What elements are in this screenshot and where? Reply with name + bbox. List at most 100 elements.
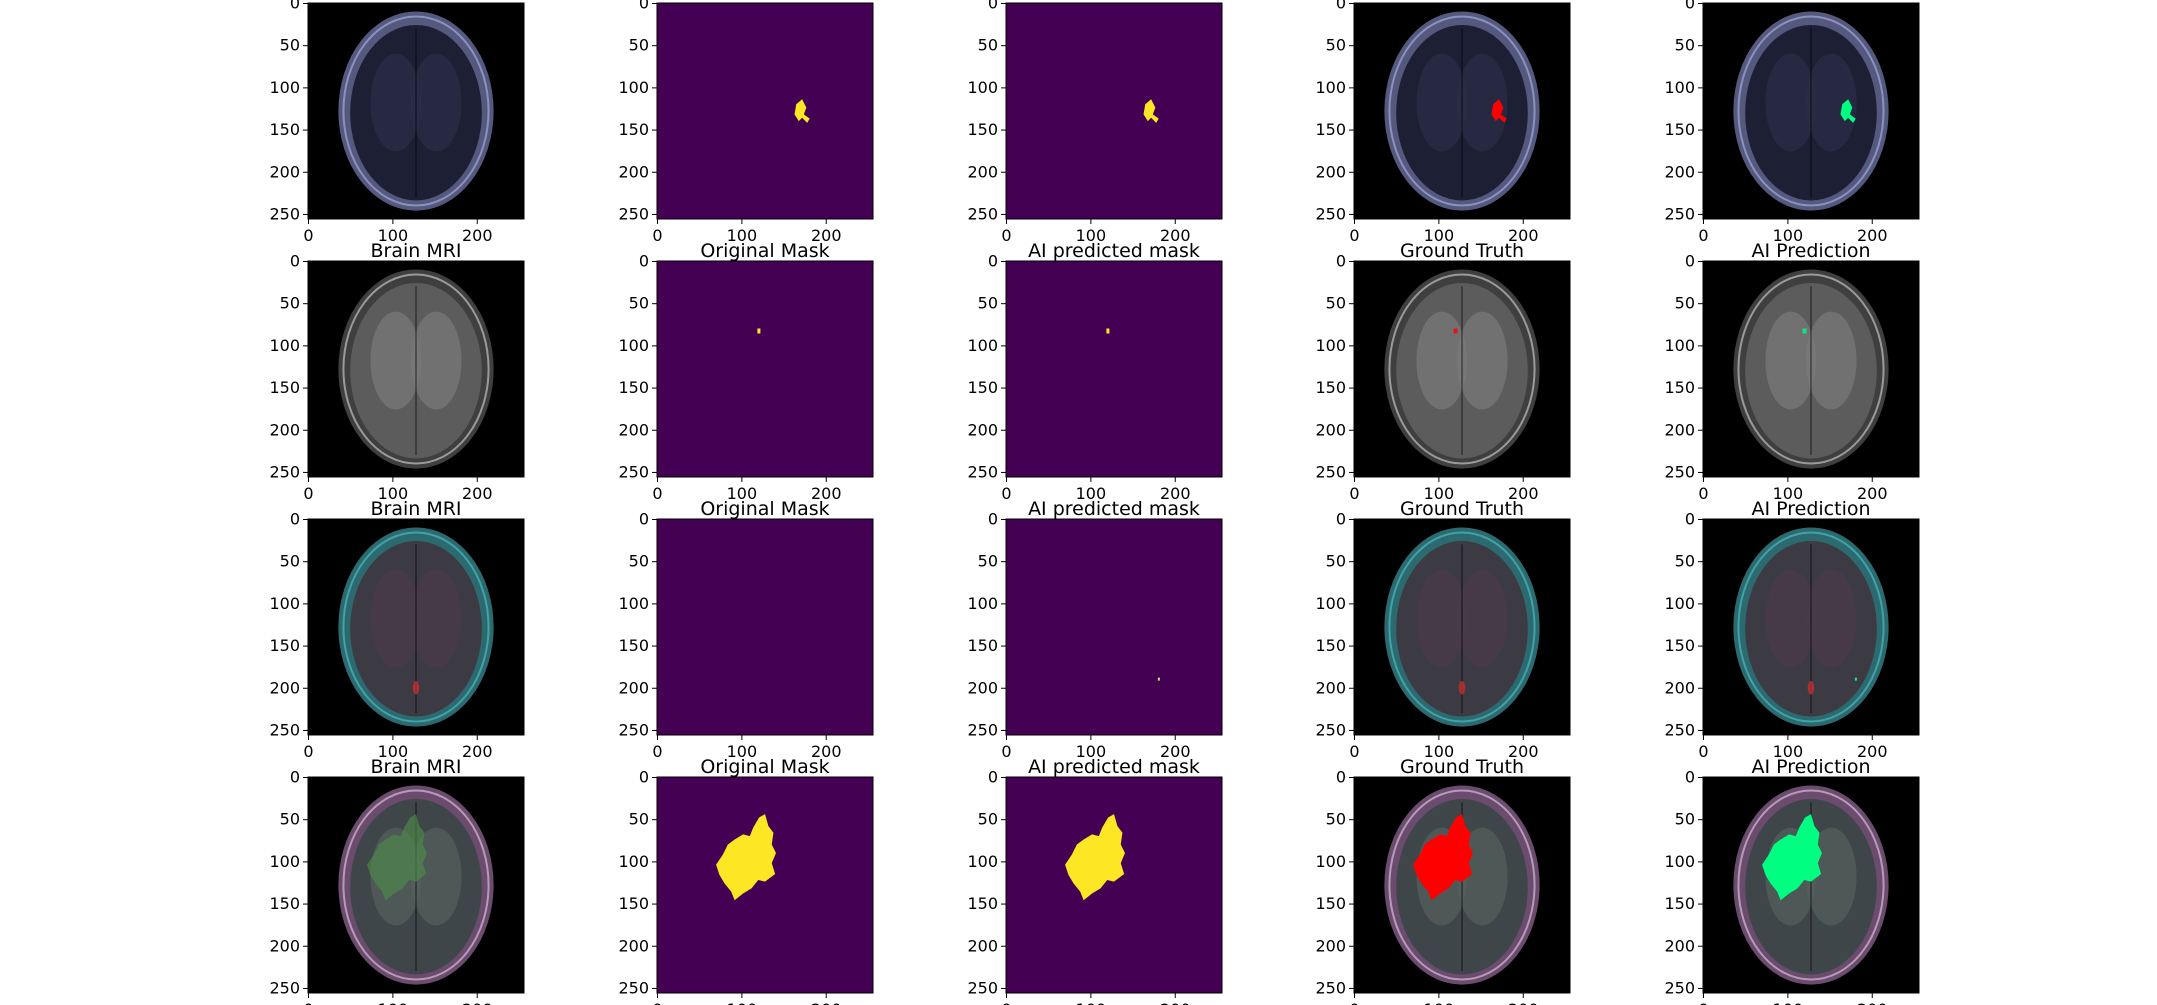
x-tick-label: 0 bbox=[652, 226, 662, 245]
y-tick-label: 100 bbox=[269, 594, 300, 613]
y-tick-label: 250 bbox=[618, 462, 649, 481]
y-tick-label: 250 bbox=[1664, 462, 1695, 481]
x-tick-label: 0 bbox=[1001, 742, 1011, 761]
y-tick-label: 50 bbox=[280, 810, 300, 829]
y-tick-label: 0 bbox=[1685, 510, 1695, 529]
y-tick-label: 150 bbox=[967, 894, 998, 913]
x-tick-label: 200 bbox=[1508, 1000, 1539, 1005]
x-tick-label: 100 bbox=[1076, 742, 1107, 761]
y-tick-label: 50 bbox=[629, 294, 649, 313]
y-tick-label: 0 bbox=[639, 768, 649, 787]
y-tick-label: 200 bbox=[1664, 936, 1695, 955]
y-tick-label: 50 bbox=[978, 36, 998, 55]
y-tick-label: 250 bbox=[1315, 204, 1346, 223]
x-tick-label: 0 bbox=[1001, 484, 1011, 503]
x-tick-label: 200 bbox=[1160, 742, 1191, 761]
y-tick-label: 100 bbox=[967, 336, 998, 355]
y-tick-label: 200 bbox=[618, 420, 649, 439]
y-tick-label: 250 bbox=[1315, 720, 1346, 739]
x-tick-label: 100 bbox=[378, 742, 409, 761]
x-tick-label: 100 bbox=[727, 742, 758, 761]
x-tick-label: 200 bbox=[1508, 226, 1539, 245]
x-tick-label: 0 bbox=[303, 484, 313, 503]
y-tick-label: 0 bbox=[1685, 252, 1695, 271]
y-tick-label: 150 bbox=[618, 636, 649, 655]
y-tick-label: 250 bbox=[618, 978, 649, 997]
y-tick-label: 250 bbox=[269, 462, 300, 481]
x-tick-label: 100 bbox=[378, 484, 409, 503]
x-tick-label: 200 bbox=[1508, 742, 1539, 761]
y-tick-label: 100 bbox=[967, 78, 998, 97]
y-tick-label: 250 bbox=[967, 204, 998, 223]
x-tick-label: 100 bbox=[378, 1000, 409, 1005]
x-tick-label: 0 bbox=[303, 1000, 313, 1005]
y-tick-label: 100 bbox=[967, 852, 998, 871]
y-tick-label: 250 bbox=[618, 720, 649, 739]
y-tick-label: 250 bbox=[1664, 720, 1695, 739]
x-tick-label: 0 bbox=[652, 742, 662, 761]
y-tick-label: 200 bbox=[269, 420, 300, 439]
y-tick-label: 0 bbox=[988, 510, 998, 529]
y-tick-label: 150 bbox=[1664, 894, 1695, 913]
y-tick-label: 0 bbox=[290, 0, 300, 13]
y-tick-label: 200 bbox=[1664, 678, 1695, 697]
panel-title: AI Prediction bbox=[1751, 498, 1870, 520]
y-tick-label: 50 bbox=[629, 552, 649, 571]
y-tick-label: 100 bbox=[618, 336, 649, 355]
y-tick-label: 200 bbox=[618, 162, 649, 181]
x-tick-label: 200 bbox=[1160, 1000, 1191, 1005]
y-tick-label: 0 bbox=[1685, 0, 1695, 13]
x-tick-label: 200 bbox=[1508, 484, 1539, 503]
y-tick-label: 150 bbox=[618, 120, 649, 139]
x-tick-label: 100 bbox=[1076, 484, 1107, 503]
y-tick-label: 250 bbox=[1664, 978, 1695, 997]
y-tick-label: 200 bbox=[1315, 936, 1346, 955]
y-tick-label: 200 bbox=[269, 678, 300, 697]
y-tick-label: 250 bbox=[618, 204, 649, 223]
y-tick-label: 200 bbox=[967, 936, 998, 955]
x-tick-label: 200 bbox=[811, 742, 842, 761]
x-tick-label: 100 bbox=[1424, 1000, 1455, 1005]
y-tick-label: 0 bbox=[290, 510, 300, 529]
x-tick-label: 100 bbox=[727, 226, 758, 245]
y-tick-label: 50 bbox=[1326, 294, 1346, 313]
y-tick-label: 0 bbox=[639, 510, 649, 529]
x-tick-label: 200 bbox=[462, 742, 493, 761]
x-tick-label: 200 bbox=[1857, 484, 1888, 503]
y-tick-label: 50 bbox=[629, 810, 649, 829]
y-tick-label: 50 bbox=[978, 294, 998, 313]
y-tick-label: 100 bbox=[618, 78, 649, 97]
x-tick-label: 200 bbox=[1857, 226, 1888, 245]
y-tick-label: 200 bbox=[618, 678, 649, 697]
x-tick-label: 200 bbox=[462, 226, 493, 245]
y-tick-label: 200 bbox=[1664, 162, 1695, 181]
x-tick-label: 200 bbox=[1160, 226, 1191, 245]
y-tick-label: 200 bbox=[1315, 162, 1346, 181]
panel-title: AI predicted mask bbox=[1028, 756, 1200, 778]
x-tick-label: 200 bbox=[1857, 742, 1888, 761]
y-tick-label: 50 bbox=[1675, 810, 1695, 829]
y-tick-label: 100 bbox=[967, 594, 998, 613]
y-tick-label: 0 bbox=[1336, 252, 1346, 271]
y-tick-label: 100 bbox=[269, 78, 300, 97]
y-tick-label: 200 bbox=[618, 936, 649, 955]
y-tick-label: 100 bbox=[1664, 336, 1695, 355]
x-tick-label: 0 bbox=[303, 742, 313, 761]
y-tick-label: 150 bbox=[1664, 378, 1695, 397]
x-tick-label: 100 bbox=[1424, 742, 1455, 761]
y-tick-label: 0 bbox=[290, 252, 300, 271]
x-tick-label: 0 bbox=[1698, 226, 1708, 245]
y-tick-label: 0 bbox=[290, 768, 300, 787]
y-tick-label: 200 bbox=[269, 162, 300, 181]
panel-title: Brain MRI bbox=[370, 498, 461, 520]
y-tick-label: 150 bbox=[1315, 378, 1346, 397]
y-tick-label: 200 bbox=[967, 420, 998, 439]
